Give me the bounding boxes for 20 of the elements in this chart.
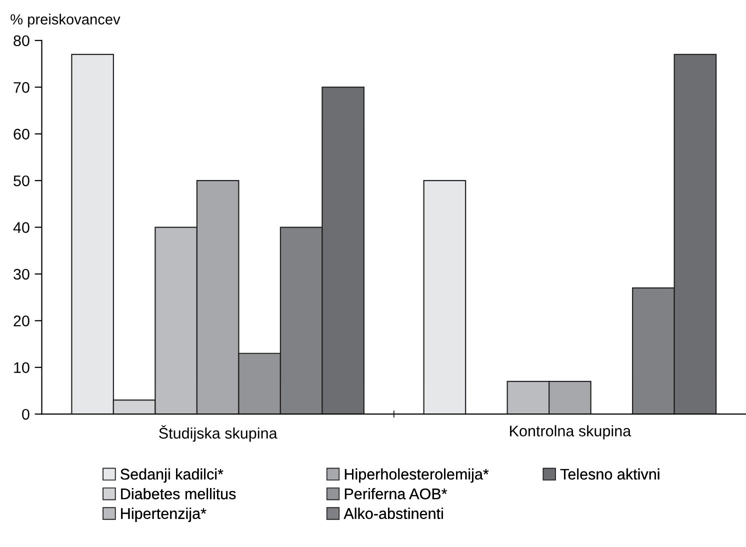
y-axis-title: % preiskovancev: [10, 14, 120, 28]
legend-label: Telesno aktivni: [560, 468, 660, 480]
x-tick-label: Kontrolna skupina: [510, 425, 632, 440]
y-tick-label: 10: [14, 362, 30, 374]
bar: [423, 180, 466, 414]
y-tick-label: 40: [13, 222, 30, 233]
legend-label: Alko-abstinenti: [344, 508, 443, 519]
legend-label: Periferna AOB*: [344, 488, 448, 500]
legend-label: Hipertenzija*: [121, 508, 206, 522]
y-tick-label: 60: [14, 128, 30, 140]
y-tick-label: 80: [14, 35, 30, 46]
x-tick-label: Študijska skupina: [159, 425, 278, 442]
y-tick-label: 0: [22, 408, 30, 420]
y-tick-label: 20: [14, 316, 30, 326]
y-tick-label: 70: [14, 82, 30, 93]
legend-label: Sedanji kadilci*: [120, 468, 224, 483]
legend-label: Hiperholesterolemija*: [344, 468, 489, 483]
legend-label: Diabetes mellitus: [121, 488, 236, 500]
y-tick-label: 50: [14, 175, 30, 186]
y-tick-label: 30: [14, 268, 30, 280]
